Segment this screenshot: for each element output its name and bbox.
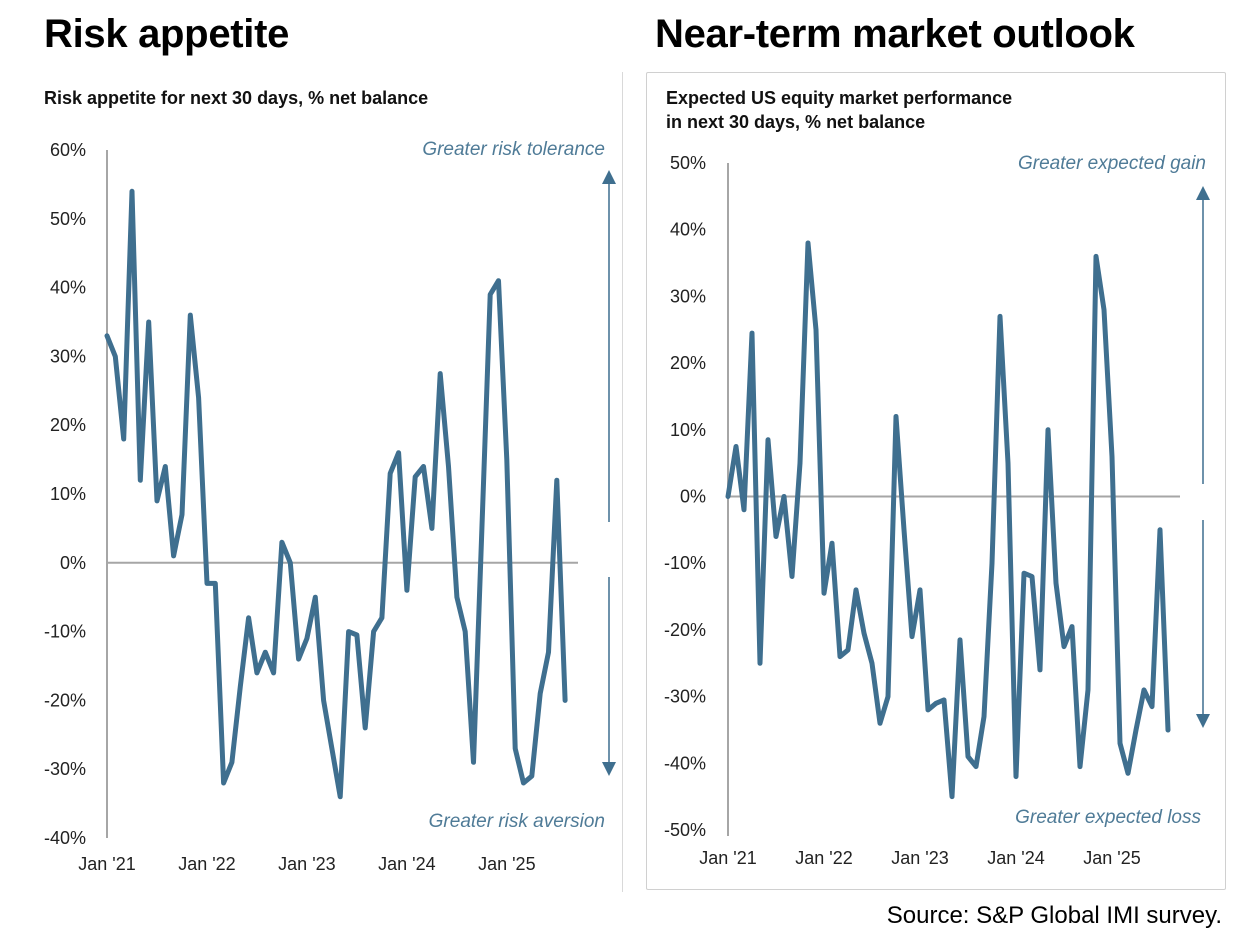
right-chart-title-line-1: Expected US equity market performance [666, 88, 1013, 108]
y-tick-label: -50% [664, 820, 706, 840]
y-tick-label: 0% [60, 553, 86, 573]
x-tick-label: Jan '23 [891, 848, 948, 868]
series-line [104, 188, 568, 800]
right-panel-heading: Near-term market outlook [655, 12, 1135, 56]
up-arrow-icon [602, 170, 616, 184]
annotation-bottom: Greater risk aversion [429, 811, 605, 832]
x-tick-label: Jan '24 [378, 854, 435, 874]
y-tick-label: 20% [50, 415, 86, 435]
y-tick-label: 50% [670, 153, 706, 173]
annotation-top: Greater risk tolerance [422, 139, 605, 160]
down-arrow-icon [602, 762, 616, 776]
y-tick-label: 10% [670, 420, 706, 440]
y-tick-label: -40% [44, 828, 86, 848]
y-tick-label: 50% [50, 209, 86, 229]
source-note: Source: S&P Global IMI survey. [886, 902, 1222, 929]
x-tick-label: Jan '21 [78, 854, 135, 874]
panel-divider [622, 72, 623, 892]
risk-appetite-chart: 60% 50% 40% 30% 20% 10% 0% -10% -20% -30% -40% Jan … [44, 139, 616, 874]
x-tick-label: Jan '22 [178, 854, 235, 874]
y-tick-label: 10% [50, 484, 86, 504]
y-tick-label: -10% [664, 553, 706, 573]
y-tick-label: 20% [670, 353, 706, 373]
annotation-top: Greater expected gain [1018, 153, 1206, 174]
x-tick-label: Jan '23 [278, 854, 335, 874]
right-chart-title-line-2: in next 30 days, % net balance [666, 112, 926, 132]
y-tick-label: -30% [664, 687, 706, 707]
left-chart-title: Risk appetite for next 30 days, % net ba… [44, 88, 429, 108]
y-tick-label: -10% [44, 622, 86, 642]
y-tick-label: -40% [664, 753, 706, 773]
annotation-bottom: Greater expected loss [1015, 807, 1201, 828]
right-panel-frame [646, 72, 1226, 890]
series-line [725, 240, 1171, 800]
down-arrow-icon [1196, 714, 1210, 728]
y-tick-label: 30% [670, 286, 706, 306]
left-panel-heading: Risk appetite [44, 12, 290, 56]
x-tick-label: Jan '25 [1083, 848, 1140, 868]
y-tick-label: -30% [44, 759, 86, 779]
y-tick-label: 0% [680, 487, 706, 507]
y-tick-label: 40% [50, 278, 86, 298]
y-tick-label: -20% [44, 690, 86, 710]
y-tick-label: 40% [670, 220, 706, 240]
y-tick-label: 60% [50, 140, 86, 160]
y-tick-label: 30% [50, 346, 86, 366]
x-tick-label: Jan '22 [795, 848, 852, 868]
y-tick-label: -20% [664, 620, 706, 640]
x-tick-label: Jan '24 [987, 848, 1044, 868]
market-outlook-chart: 50% 40% 30% 20% 10% 0% -10% -20% -30% -40% -50% Jan… [664, 153, 1210, 868]
x-tick-label: Jan '21 [699, 848, 756, 868]
right-chart-title: Expected US equity market performance in… [666, 86, 1126, 134]
x-tick-label: Jan '25 [478, 854, 535, 874]
up-arrow-icon [1196, 186, 1210, 200]
